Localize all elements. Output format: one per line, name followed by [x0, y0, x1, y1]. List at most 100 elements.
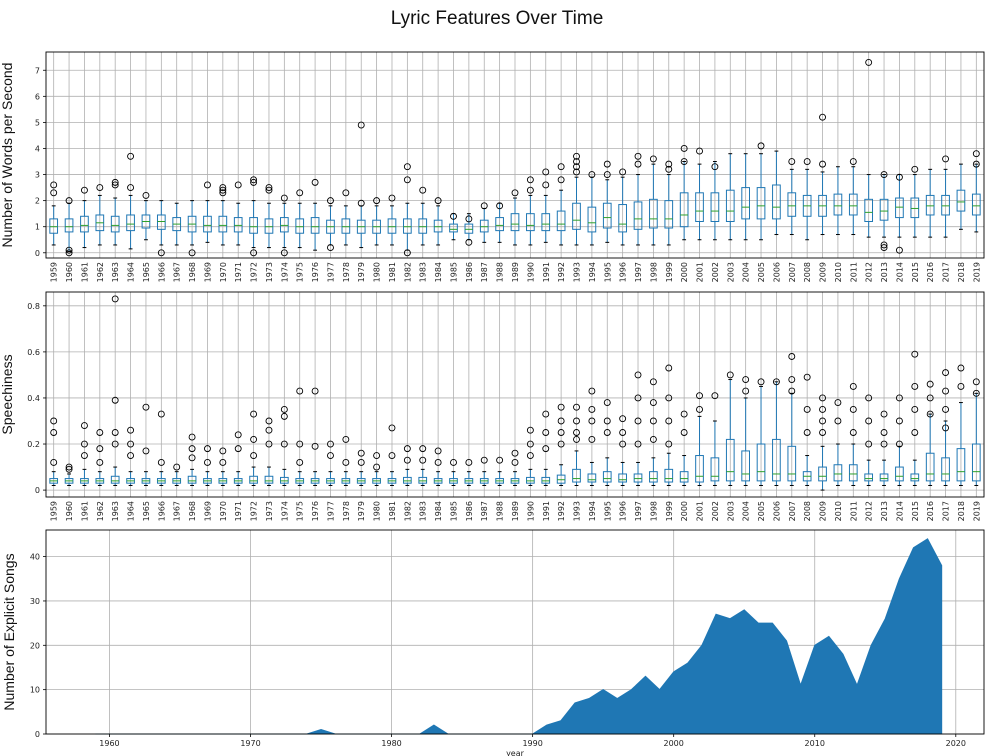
outlier-point [588, 387, 596, 395]
outlier-point [619, 168, 627, 176]
iqr-box [264, 475, 274, 484]
outlier-point [557, 417, 565, 425]
iqr-box [387, 218, 397, 234]
outlier-point [111, 295, 119, 303]
iqr-box [203, 215, 212, 233]
box-2016 [925, 380, 935, 486]
x-tick-label: 2007 [788, 262, 797, 282]
x-tick-label: 1960 [65, 501, 74, 521]
outlier-point [265, 417, 273, 425]
iqr-box [971, 443, 981, 482]
iqr-box [110, 475, 120, 484]
box-2006 [772, 378, 781, 486]
box-1961 [80, 186, 89, 249]
outlier-point [819, 429, 826, 436]
y-tick-label: 0.2 [27, 440, 40, 449]
outlier-point [373, 463, 381, 471]
outlier-point [311, 442, 319, 450]
iqr-box [910, 473, 920, 482]
box-2004 [741, 376, 750, 486]
y-axis-label: Number of Explicit Songs [1, 553, 17, 710]
outlier-point [895, 173, 903, 181]
x-tick-label: 1970 [240, 739, 260, 748]
x-tick-label: 2002 [711, 262, 720, 282]
x-tick-label: 2003 [726, 501, 735, 521]
iqr-box [941, 194, 950, 216]
x-tick-label: 1980 [373, 262, 382, 282]
y-tick-label: 0.8 [27, 302, 40, 311]
outlier-point [388, 424, 396, 432]
outlier-point [680, 410, 688, 418]
outlier-point [649, 435, 657, 443]
outlier-point [634, 394, 642, 402]
y-tick-label: 4 [35, 144, 40, 153]
x-tick-label: 1993 [573, 262, 582, 282]
outlier-point [619, 429, 627, 436]
x-tick-label: 1961 [80, 262, 89, 282]
outlier-point [696, 147, 703, 155]
outlier-point [573, 163, 580, 171]
outlier-point [665, 160, 673, 168]
outlier-point [403, 176, 411, 184]
outlier-point [757, 142, 765, 150]
outlier-point [803, 429, 811, 436]
iqr-box [787, 445, 797, 482]
outlier-point [680, 145, 688, 152]
outlier-point [96, 184, 104, 192]
x-tick-label: 1991 [542, 262, 551, 282]
outlier-point [942, 406, 950, 413]
outlier-point [142, 191, 150, 199]
outlier-point [219, 184, 227, 192]
box-2009 [818, 394, 827, 491]
box-1992 [556, 403, 566, 486]
outlier-point [296, 458, 304, 466]
x-tick-label: 1986 [465, 501, 474, 521]
outlier-point [711, 392, 719, 400]
x-tick-label: 1988 [496, 262, 505, 282]
iqr-box [587, 473, 597, 483]
x-tick-label: 1963 [111, 501, 120, 521]
box-2003 [725, 153, 735, 241]
outlier-point [865, 394, 873, 402]
box-1984 [433, 197, 443, 246]
x-tick-label: 1972 [250, 501, 259, 521]
box-1962 [95, 429, 105, 486]
box-1987 [479, 456, 489, 486]
iqr-box [433, 219, 443, 233]
iqr-box [833, 193, 843, 216]
outlier-point [573, 152, 580, 160]
box-1998 [649, 378, 658, 486]
outlier-point [250, 435, 258, 443]
x-tick-label: 1978 [342, 501, 351, 521]
box-1993 [572, 152, 581, 246]
box-1980 [372, 452, 381, 486]
iqr-box [249, 217, 258, 234]
y-tick-label: 7 [35, 66, 40, 75]
outlier-point [280, 440, 288, 448]
outlier-point [419, 186, 427, 194]
iqr-box [618, 204, 627, 233]
iqr-box [541, 213, 551, 232]
iqr-box [772, 438, 781, 482]
box-2008 [802, 373, 812, 486]
outlier-point [327, 197, 334, 205]
x-tick-label: 1975 [296, 262, 305, 282]
x-tick-label: 2018 [957, 501, 966, 521]
box-1973 [264, 184, 274, 249]
x-tick-label: 1969 [203, 501, 212, 521]
outlier-point [265, 184, 273, 192]
outlier-point [603, 417, 611, 425]
outlier-point [204, 445, 211, 453]
x-tick-label: 1987 [480, 501, 489, 521]
iqr-box [264, 218, 274, 234]
outlier-point [50, 181, 58, 189]
outlier-point [880, 244, 888, 252]
box-1978 [341, 435, 351, 486]
x-tick-label: 1960 [65, 262, 74, 282]
plot-frame [45, 291, 985, 498]
box-1966 [156, 410, 166, 486]
outlier-point [234, 431, 242, 439]
outlier-point [280, 249, 288, 257]
x-tick-label: 1975 [296, 501, 305, 521]
outlier-point [327, 452, 334, 459]
